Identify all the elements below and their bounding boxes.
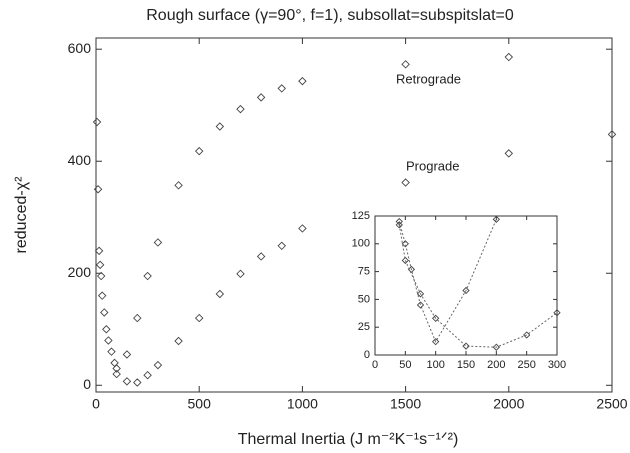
y-tick-label: 25 — [358, 321, 370, 333]
data-point — [102, 325, 111, 334]
data-point — [395, 217, 403, 226]
data-point — [504, 52, 514, 62]
y-axis-label: reduced-χ² — [13, 176, 30, 254]
data-point — [94, 246, 104, 256]
inset-background — [375, 216, 557, 355]
y-tick-label: 0 — [364, 349, 370, 361]
data-point — [256, 93, 266, 102]
y-tick-label: 400 — [68, 152, 92, 168]
x-tick-label: 0 — [92, 395, 100, 411]
data-point — [298, 76, 307, 86]
x-tick-label: 1000 — [287, 395, 318, 411]
y-tick-label: 100 — [352, 238, 370, 250]
x-tick-label: 1500 — [390, 395, 421, 411]
data-point — [122, 350, 132, 359]
y-tick-label: 600 — [68, 40, 92, 56]
data-point — [236, 269, 245, 279]
data-point — [104, 336, 113, 345]
data-point — [93, 184, 103, 194]
data-point — [395, 221, 403, 229]
data-point — [97, 291, 107, 300]
series-label: Retrograde — [396, 71, 461, 86]
data-point — [492, 343, 500, 351]
data-point — [100, 308, 109, 317]
series-line — [398, 219, 497, 343]
data-point — [401, 60, 410, 69]
x-tick-label: 300 — [548, 359, 566, 371]
x-tick-label: 150 — [457, 359, 475, 371]
data-point — [215, 289, 225, 299]
data-point — [401, 178, 410, 187]
series-line — [398, 224, 558, 348]
x-axis-label: Thermal Inertia (J m⁻²K⁻¹s⁻¹ᐟ²) — [238, 431, 459, 448]
data-point — [174, 181, 183, 190]
x-tick-label: 500 — [188, 395, 212, 411]
data-point — [143, 370, 152, 380]
data-point — [194, 146, 204, 156]
x-tick-label: 2000 — [493, 395, 524, 411]
data-point — [401, 256, 409, 265]
data-point — [112, 369, 121, 379]
y-tick-label: 50 — [358, 293, 370, 305]
data-point — [153, 360, 163, 370]
data-point — [133, 313, 142, 323]
y-tick-label: 0 — [83, 376, 91, 392]
data-point — [215, 122, 225, 131]
data-point — [133, 378, 142, 387]
x-tick-label: 0 — [372, 359, 378, 371]
data-point — [107, 347, 116, 356]
x-tick-label: 200 — [487, 359, 505, 371]
data-point — [416, 301, 425, 309]
data-point — [462, 286, 470, 295]
data-point — [432, 338, 440, 346]
x-tick-label: 50 — [399, 359, 411, 371]
series-label: Prograde — [406, 158, 459, 173]
y-tick-label: 200 — [68, 264, 92, 280]
data-point — [95, 260, 105, 270]
data-point — [112, 364, 121, 373]
plot-frame — [95, 37, 613, 393]
data-point — [96, 271, 106, 281]
data-point — [277, 84, 286, 93]
data-point — [153, 238, 163, 247]
chart-title: Rough surface (γ=90°, f=1), subsollat=su… — [146, 7, 514, 24]
data-point — [110, 358, 119, 368]
data-point — [462, 342, 470, 350]
data-point — [432, 314, 440, 322]
x-tick-label: 2500 — [596, 395, 627, 411]
data-point — [277, 241, 286, 251]
data-point — [298, 224, 307, 233]
data-point — [143, 271, 152, 281]
data-point — [401, 240, 409, 248]
data-point — [607, 130, 617, 139]
data-point — [236, 104, 245, 114]
data-point — [492, 215, 500, 223]
y-tick-label: 125 — [352, 210, 370, 222]
data-point — [122, 377, 132, 386]
data-point — [523, 331, 531, 339]
data-point — [194, 313, 204, 323]
data-point — [553, 309, 561, 317]
data-point — [256, 252, 266, 261]
data-point — [92, 117, 102, 127]
y-tick-label: 75 — [358, 266, 370, 278]
x-tick-label: 250 — [517, 359, 535, 371]
x-tick-label: 100 — [426, 359, 444, 371]
data-point — [416, 290, 425, 298]
data-point — [504, 149, 514, 158]
data-point — [174, 336, 183, 346]
